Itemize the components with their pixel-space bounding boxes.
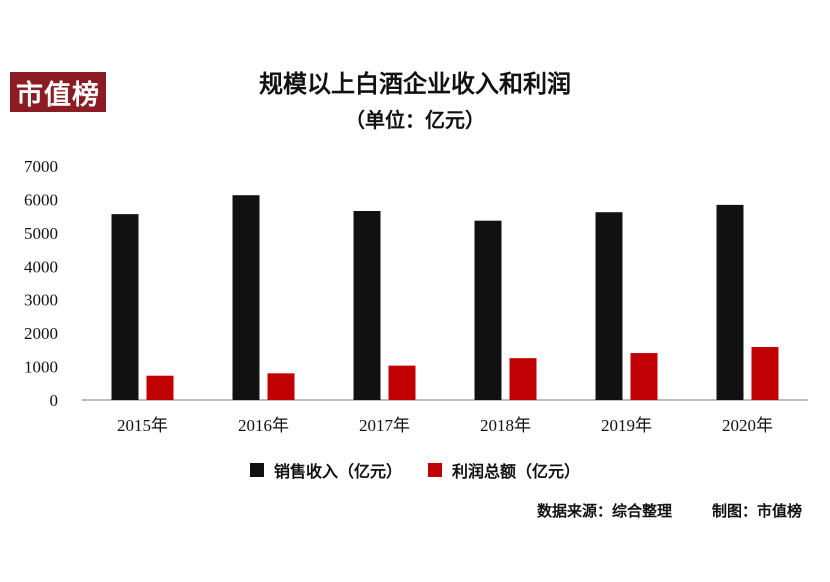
x-axis-ticks: 2015年 2016年 2017年 2018年 2019年 2020年 [117,416,773,435]
bar-revenue [595,212,623,400]
y-tick-label: 5000 [24,224,58,243]
bars-group [111,195,779,400]
x-tick-label: 2015年 [117,416,168,435]
x-tick-label: 2018年 [480,416,531,435]
y-tick-label: 2000 [24,324,58,343]
bar-profit [267,373,295,400]
legend-label-profit: 利润总额（亿元） [452,462,581,481]
bar-profit [509,358,537,400]
y-tick-label: 4000 [24,257,58,276]
legend-item-profit: 利润总额（亿元） [428,458,580,482]
x-tick-label: 2017年 [359,416,410,435]
y-tick-label: 7000 [24,157,58,176]
bar-revenue [111,214,139,400]
legend-item-revenue: 销售收入（亿元） [249,458,402,482]
legend-swatch-revenue [249,463,264,477]
footer: 数据来源：综合整理 制图：市值榜 [537,500,802,521]
bar-profit [388,365,416,400]
chart-title: 规模以上白酒企业收入和利润 [259,69,571,98]
x-tick-label: 2016年 [238,416,289,435]
made-by-note: 制图：市值榜 [711,502,802,520]
brand-logo: 市值榜 [10,72,106,112]
bar-profit [146,375,174,400]
x-tick-label: 2020年 [722,416,773,435]
y-axis-ticks: 0 1000 2000 3000 4000 5000 6000 7000 [24,157,58,410]
bar-revenue [474,220,502,400]
y-tick-label: 0 [50,391,59,410]
x-tick-label: 2019年 [601,416,652,435]
legend: 销售收入（亿元） 利润总额（亿元） [0,458,830,482]
y-tick-label: 6000 [24,190,58,209]
legend-label-revenue: 销售收入（亿元） [273,462,402,481]
y-tick-label: 3000 [24,291,58,310]
chart-subtitle: （单位：亿元） [345,108,485,132]
bar-revenue [353,210,381,400]
bar-revenue [232,195,260,400]
source-note: 数据来源：综合整理 [536,502,672,520]
bar-profit [630,353,658,400]
legend-swatch-profit [428,463,442,477]
bar-profit [751,347,779,400]
bar-revenue [716,204,744,400]
y-tick-label: 1000 [24,358,58,377]
